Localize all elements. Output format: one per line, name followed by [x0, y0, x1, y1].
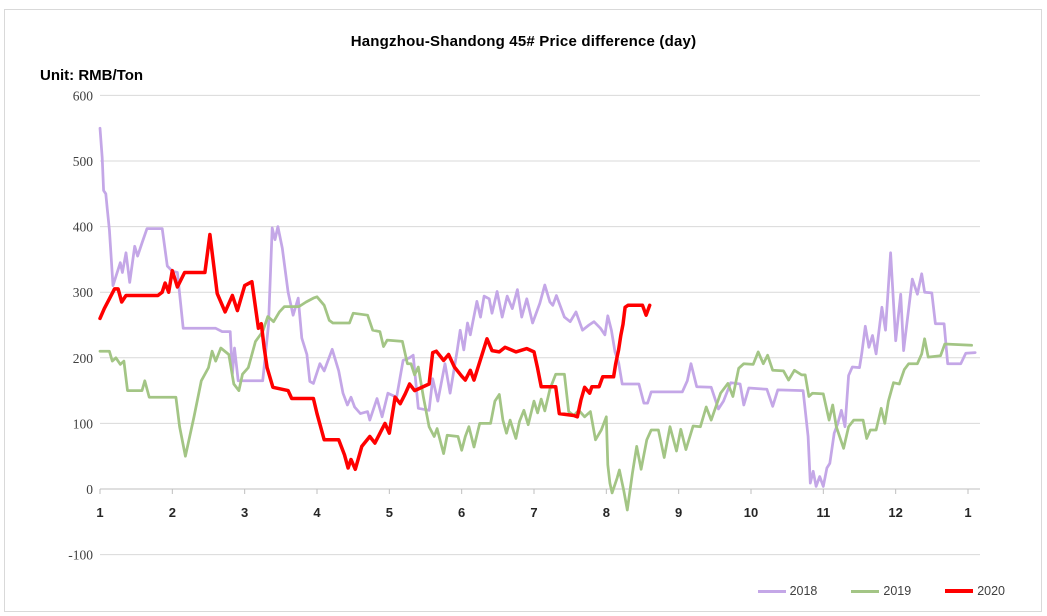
chart-legend: 2018 2019 2020 [0, 581, 1005, 601]
legend-item-2018: 2018 [757, 584, 818, 598]
series-line-2019 [98, 295, 973, 512]
legend-label: 2019 [883, 584, 912, 598]
x-axis-tick-label: 9 [675, 505, 682, 520]
x-axis-tick-label: 12 [888, 505, 902, 520]
series-line-2020 [98, 232, 652, 472]
y-axis-tick-label: 200 [73, 351, 94, 366]
legend-swatch-2019 [851, 589, 880, 593]
x-axis-tick-label: 1 [96, 505, 103, 520]
x-axis-tick-label: 1 [964, 505, 971, 520]
chart-title: Hangzhou-Shandong 45# Price difference (… [350, 33, 697, 50]
y-axis-unit-label: Unit: RMB/Ton [40, 67, 144, 84]
x-axis-tick-label: 3 [241, 505, 248, 520]
legend-label: 2020 [977, 584, 1005, 598]
legend-label: 2018 [789, 584, 818, 598]
legend-item-2019: 2019 [851, 584, 911, 598]
x-axis-tick-label: 8 [603, 505, 610, 520]
x-axis-tick-label: 11 [816, 505, 830, 520]
y-axis-tick-label: 300 [73, 285, 94, 300]
y-axis-tick-label: 400 [73, 220, 94, 235]
x-axis-tick-label: 2 [169, 505, 176, 520]
legend-item-2020: 2020 [945, 584, 1005, 598]
x-axis-tick-label: 5 [386, 505, 393, 520]
x-axis-tick-label: 7 [530, 505, 537, 520]
legend-swatch-2020 [945, 589, 974, 593]
x-axis-tick-label: 6 [458, 505, 465, 520]
legend-swatch-2018 [757, 589, 786, 593]
y-axis-tick-label: 100 [73, 416, 94, 431]
y-axis-tick-label: 500 [73, 154, 94, 169]
y-axis-tick-label: -100 [68, 548, 93, 563]
x-axis-tick-label: 4 [313, 505, 321, 520]
x-axis-tick-label: 10 [744, 505, 758, 520]
y-axis-tick-label: 600 [73, 88, 94, 103]
series-line-2018 [98, 126, 977, 488]
y-axis-tick-label: 0 [86, 482, 93, 497]
